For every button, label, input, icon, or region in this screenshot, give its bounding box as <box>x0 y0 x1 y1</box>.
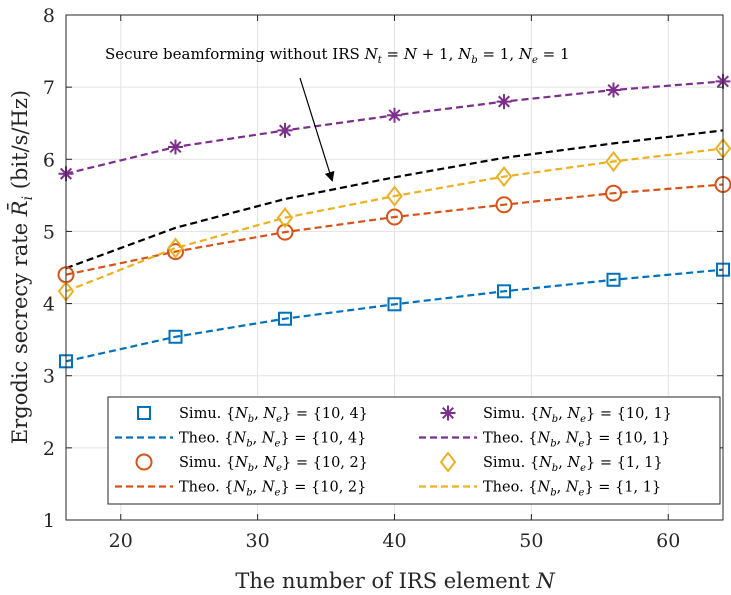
data-point-diamond <box>605 150 622 173</box>
data-point-square <box>168 329 183 344</box>
data-point-asterisk <box>168 139 183 155</box>
legend-label: Theo. {Nb, Ne} = {10, 1} <box>483 431 670 450</box>
data-point-square <box>497 284 511 299</box>
x-tick-label: 40 <box>382 530 406 552</box>
annotation-arrow <box>299 77 335 182</box>
data-point-circle <box>605 184 622 202</box>
legend-entry: Simu. {Nb, Ne} = {10, 4} <box>137 406 368 425</box>
y-tick-label: 3 <box>43 366 55 388</box>
legend-marker-square <box>137 406 151 420</box>
legend-box <box>107 396 721 505</box>
legend-entry: Simu. {Nb, Ne} = {10, 2} <box>135 453 368 474</box>
legend-entry: Simu. {Nb, Ne} = {1, 1} <box>439 451 663 474</box>
series-line <box>65 183 724 276</box>
y-tick-label: 4 <box>43 294 55 316</box>
legend-entry: Theo. {Nb, Ne} = {10, 2} <box>115 480 366 499</box>
y-tick-label: 7 <box>43 77 55 99</box>
x-tick-label: 30 <box>246 530 270 552</box>
legend-entry: Theo. {Nb, Ne} = {10, 1} <box>419 431 670 450</box>
legend-label: Theo. {Nb, Ne} = {10, 2} <box>179 480 366 499</box>
legend-entry: Theo. {Nb, Ne} = {10, 4} <box>115 431 366 450</box>
y-axis-label: Ergodic secrecy rate R̄i (bit/s/Hz) <box>7 90 36 444</box>
legend-marker-circle <box>135 453 153 471</box>
annotation: Secure beamforming without IRS Nt = N + … <box>105 45 570 182</box>
legend-entry: Theo. {Nb, Ne} = {1, 1} <box>419 480 661 499</box>
legend-label: Theo. {Nb, Ne} = {10, 4} <box>179 431 366 450</box>
legend-label: Simu. {Nb, Ne} = {1, 1} <box>483 455 663 474</box>
y-tick-label: 8 <box>43 5 55 27</box>
x-tick-label: 50 <box>519 530 543 552</box>
data-point-diamond <box>386 185 403 207</box>
legend-label: Theo. {Nb, Ne} = {1, 1} <box>483 480 661 499</box>
y-tick-label: 1 <box>43 510 55 532</box>
x-tick-label: 20 <box>109 530 133 552</box>
legend-label: Simu. {Nb, Ne} = {10, 2} <box>179 455 368 474</box>
series-line <box>65 147 724 293</box>
data-point-square <box>387 297 402 312</box>
data-point-asterisk <box>277 122 293 138</box>
legend-marker-diamond <box>439 451 457 473</box>
x-axis-label: The number of IRS element N <box>235 569 555 593</box>
legend-label: Simu. {Nb, Ne} = {10, 1} <box>483 406 672 425</box>
data-point-circle <box>276 223 294 241</box>
x-tick-label: 60 <box>656 530 680 552</box>
legend: Simu. {Nb, Ne} = {10, 4} Simu. {Nb, Ne} =… <box>107 396 721 505</box>
data-point-square <box>606 272 621 287</box>
data-point-asterisk <box>496 94 512 110</box>
legend-marker-asterisk <box>440 405 456 421</box>
data-point-circle <box>386 208 403 226</box>
y-tick-label: 6 <box>43 149 55 171</box>
data-point-diamond <box>167 237 184 259</box>
data-point-diamond <box>495 165 513 188</box>
series-line <box>65 268 724 363</box>
ticks: 20 30 40 50 60 1 2 3 4 5 6 7 8 <box>43 5 723 552</box>
series-line <box>65 129 724 270</box>
data-point-asterisk <box>606 82 621 98</box>
data-point-diamond <box>276 207 294 229</box>
annotation-text: Secure beamforming without IRS Nt = N + … <box>105 45 570 66</box>
data-point-circle <box>495 196 513 214</box>
legend-entry: Simu. {Nb, Ne} = {10, 1} <box>440 405 672 425</box>
data-point-circle <box>167 243 184 261</box>
y-tick-label: 5 <box>43 221 55 243</box>
data-point-asterisk <box>387 107 402 123</box>
y-tick-label: 2 <box>43 438 55 460</box>
data-point-square <box>278 311 292 326</box>
legend-label: Simu. {Nb, Ne} = {10, 4} <box>179 406 368 425</box>
